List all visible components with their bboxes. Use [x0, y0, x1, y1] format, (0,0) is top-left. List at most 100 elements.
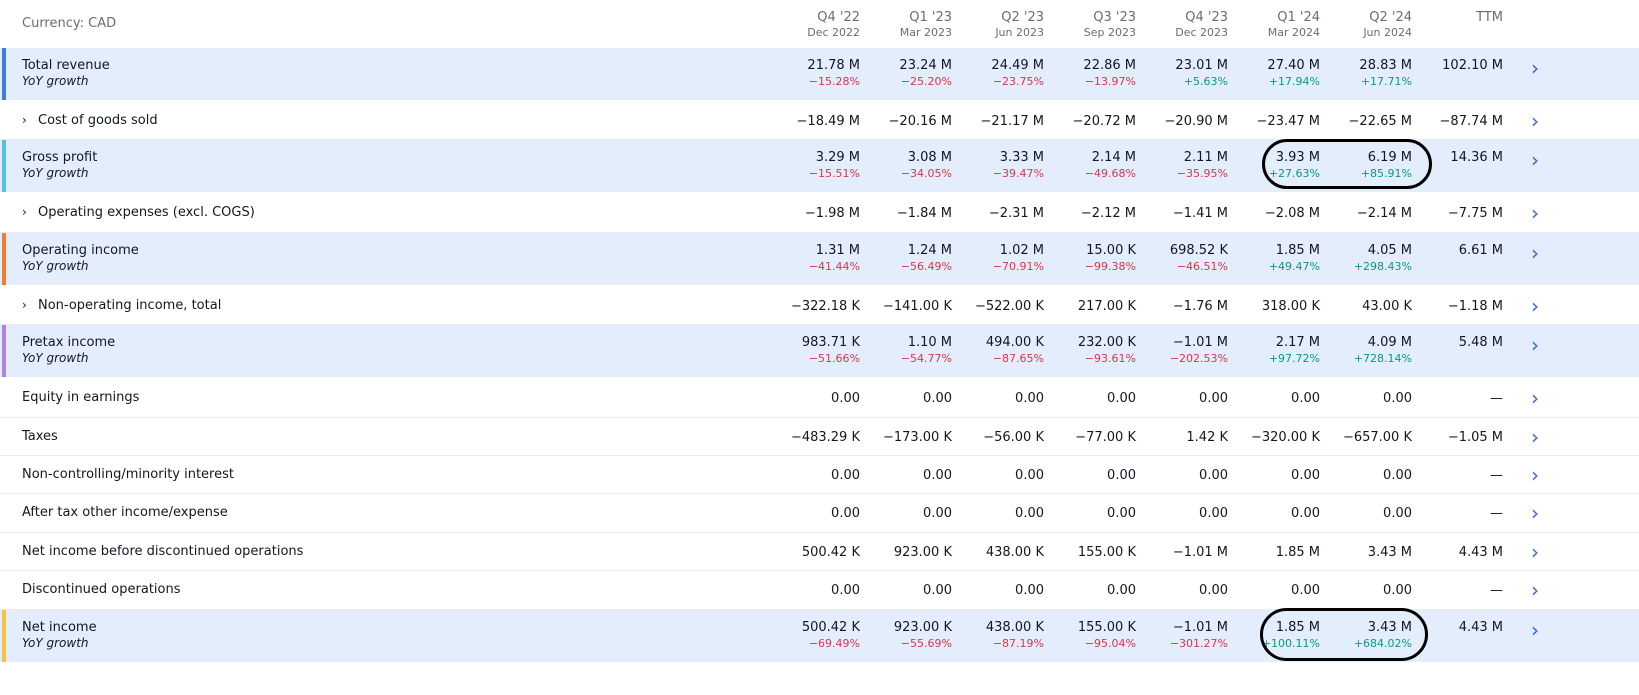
cell-value: 6.19 M [1367, 150, 1412, 166]
table-header: Currency: CAD Q4 '22 Dec 2022 Q1 '23 Mar 20… [0, 0, 1639, 48]
table-row[interactable]: › Cost of goods sold −18.49 M −20.16 M −21.1… [0, 102, 1639, 141]
cell-value: 155.00 K [1077, 619, 1136, 635]
cell-value: 3.29 M [815, 150, 860, 166]
cell-value: 0.00 [1015, 391, 1044, 407]
row-accent-bar [2, 48, 6, 100]
chevron-right-icon[interactable]: › [1531, 56, 1539, 80]
cell-value: 0.00 [1383, 583, 1412, 599]
cell-value: 318.00 K [1261, 298, 1320, 314]
value-cell: 155.00 K [1036, 544, 1136, 561]
chevron-right-icon[interactable]: › [1531, 109, 1539, 133]
cell-value: −18.49 M [796, 114, 860, 129]
ttm-cell: 14.36 M [1403, 149, 1503, 166]
table-row[interactable]: › Operating expenses (excl. COGS) −1.98 M −… [0, 194, 1639, 233]
row-label-text: Equity in earnings [22, 390, 140, 406]
table-row[interactable]: After tax other income/expense 0.00 0.00 0.… [0, 494, 1639, 533]
value-cell: 0.00 [944, 582, 1044, 599]
cell-value: −1.01 M [1172, 619, 1228, 635]
value-cell: −2.08 M [1220, 205, 1320, 222]
cell-value: 21.78 M [807, 58, 860, 73]
row-label-text: Taxes [22, 428, 58, 444]
cell-value: 1.02 M [999, 242, 1044, 258]
cell-value: 2.14 M [1091, 150, 1136, 166]
period-date: Jun 2024 [1363, 26, 1412, 39]
table-row[interactable]: Equity in earnings 0.00 0.00 0.00 0.00 0.00 0.… [0, 379, 1639, 418]
cell-value: −1.84 M [896, 206, 952, 222]
table-row[interactable]: Gross profit YoY growth 3.29 M −15.51% 3.08 … [0, 140, 1639, 193]
ttm-cell: — [1403, 505, 1503, 522]
cell-value: 22.86 M [1083, 58, 1136, 73]
expand-chevron-icon[interactable]: › [22, 113, 27, 127]
cell-growth: −87.19% [992, 636, 1044, 650]
cell-value: 1.85 M [1275, 544, 1320, 560]
table-row[interactable]: Discontinued operations 0.00 0.00 0.00 0.00 0… [0, 571, 1639, 610]
ttm-value: −1.18 M [1447, 298, 1503, 314]
row-accent-bar [2, 325, 6, 378]
row-label[interactable]: › Non-operating income, total [22, 298, 221, 313]
value-cell: 923.00 K −55.69% [852, 619, 952, 651]
chevron-right-icon[interactable]: › [1531, 240, 1539, 265]
cell-growth: +97.72% [1268, 352, 1320, 366]
value-cell: −1.01 M −202.53% [1128, 334, 1228, 366]
chevron-right-icon[interactable]: › [1531, 424, 1539, 449]
row-label-text: Non-operating income, total [38, 297, 222, 313]
table-row[interactable]: Operating income YoY growth 1.31 M −41.44% 1… [0, 232, 1639, 285]
period-quarter: Q1 '23 [909, 10, 952, 25]
expand-chevron-icon[interactable]: › [22, 297, 27, 312]
table-row[interactable]: Taxes −483.29 K −173.00 K −56.00 K −77.00 K 1… [0, 418, 1639, 456]
row-label[interactable]: › Operating expenses (excl. COGS) [22, 205, 255, 220]
chevron-right-icon[interactable]: › [1531, 293, 1539, 318]
value-cell: −1.41 M [1128, 205, 1228, 222]
ttm-value: — [1490, 506, 1503, 522]
value-cell: 0.00 [1036, 390, 1136, 407]
row-label-text: After tax other income/expense [22, 505, 228, 521]
cell-value: 232.00 K [1077, 335, 1136, 351]
chevron-right-icon[interactable]: › [1531, 463, 1539, 487]
cell-value: 0.00 [923, 506, 952, 522]
row-label-text: Gross profit [22, 150, 98, 166]
table-row[interactable]: Non-controlling/minority interest 0.00 0.0… [0, 456, 1639, 495]
expand-chevron-icon[interactable]: › [22, 205, 27, 220]
value-cell: 0.00 [1128, 390, 1228, 407]
table-row[interactable]: Net income YoY growth 500.42 K −69.49% 923.0… [0, 609, 1639, 662]
cell-value: 0.00 [1107, 468, 1136, 483]
cell-value: −21.17 M [980, 114, 1044, 129]
table-row[interactable]: Pretax income YoY growth 983.71 K −51.66% 1.… [0, 325, 1639, 378]
cell-growth: −39.47% [992, 167, 1044, 181]
table-row[interactable]: › Non-operating income, total −322.18 K −14… [0, 287, 1639, 326]
chevron-right-icon[interactable]: › [1531, 386, 1539, 411]
value-cell: 1.85 M +49.47% [1220, 242, 1320, 274]
chevron-right-icon[interactable]: › [1531, 201, 1539, 226]
chevron-right-icon[interactable]: › [1531, 148, 1539, 173]
cell-value: −141.00 K [882, 298, 952, 314]
value-cell: 0.00 [1220, 390, 1320, 407]
value-cell: 43.00 K [1312, 298, 1412, 315]
chevron-right-icon[interactable]: › [1531, 617, 1539, 642]
value-cell: 0.00 [1036, 467, 1136, 484]
chevron-right-icon[interactable]: › [1531, 501, 1539, 526]
cell-value: 0.00 [1199, 391, 1228, 407]
cell-growth: −95.04% [1084, 636, 1136, 650]
cell-growth: −41.44% [808, 259, 860, 273]
ttm-value: — [1490, 468, 1503, 483]
cell-value: 4.09 M [1367, 335, 1412, 351]
row-label-text: Pretax income [22, 335, 116, 351]
chevron-right-icon[interactable]: › [1531, 333, 1539, 358]
ttm-value: 4.43 M [1458, 619, 1503, 635]
cell-value: 1.24 M [907, 242, 952, 258]
table-row[interactable]: Net income before discontinued operation… [0, 533, 1639, 572]
cell-value: 3.43 M [1367, 544, 1412, 560]
cell-value: −483.29 K [790, 429, 860, 445]
table-row[interactable]: Total revenue YoY growth 21.78 M −15.28% 23.… [0, 48, 1639, 100]
ttm-cell: −1.18 M [1403, 298, 1503, 315]
chevron-right-icon[interactable]: › [1531, 578, 1539, 603]
period-header: Q1 '23 Mar 2023 [852, 10, 952, 40]
row-label[interactable]: › Cost of goods sold [22, 113, 158, 128]
period-header: Q3 '23 Sep 2023 [1036, 10, 1136, 40]
cell-value: 0.00 [923, 468, 952, 483]
value-cell: 0.00 [852, 390, 952, 407]
currency-label: Currency: CAD [22, 16, 117, 31]
value-cell: 3.29 M −15.51% [760, 149, 860, 181]
chevron-right-icon[interactable]: › [1531, 539, 1539, 564]
